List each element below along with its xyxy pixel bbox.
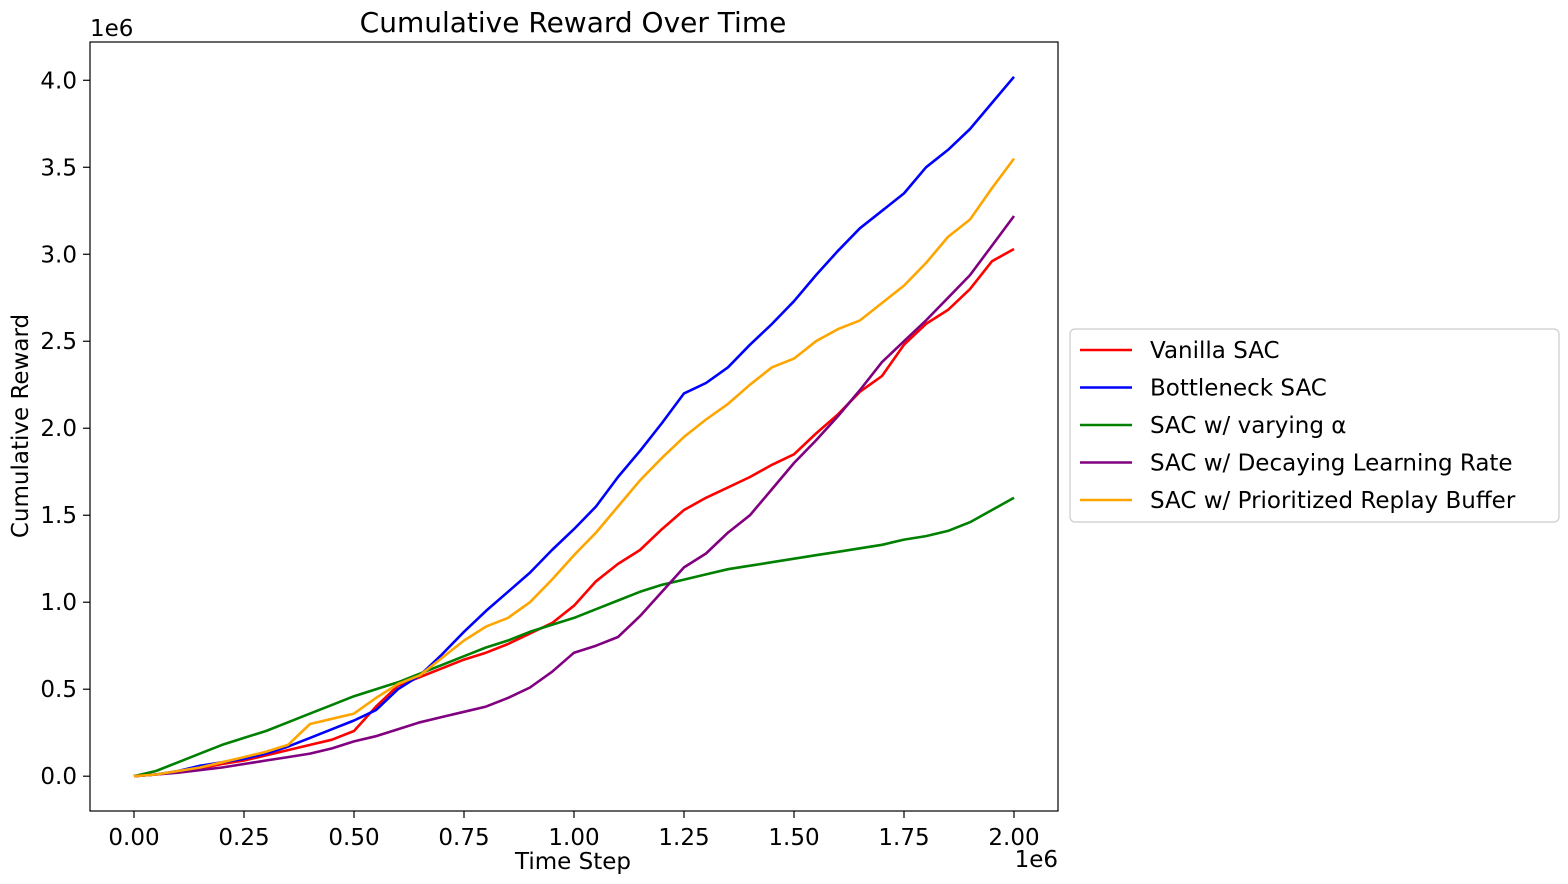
y-axis-label: Cumulative Reward	[8, 314, 34, 538]
y-tick-label: 2.5	[40, 329, 77, 355]
y-tick-label: 2.0	[40, 416, 77, 442]
x-tick-label: 1.50	[768, 825, 819, 851]
legend-label-0: Vanilla SAC	[1150, 338, 1280, 364]
legend: Vanilla SAC Bottleneck SAC SAC w/ varying …	[1069, 328, 1560, 523]
series-line-3	[133, 215, 1016, 778]
x-axis-label: Time Step	[514, 849, 631, 875]
series-line-0	[133, 247, 1015, 778]
y-tick-label: 4.0	[40, 68, 77, 94]
legend-label-1: Bottleneck SAC	[1150, 376, 1327, 402]
legend-label-3: SAC w/ Decaying Learning Rate	[1150, 451, 1513, 477]
y-tick-label: 0.0	[40, 764, 77, 790]
series-line-1	[133, 75, 1015, 778]
legend-label-4: SAC w/ Prioritized Replay Buffer	[1150, 488, 1516, 514]
y-tick-label: 3.0	[40, 242, 77, 268]
y-tick-label: 1.5	[40, 503, 77, 529]
y-offset-label: 1e6	[90, 16, 133, 42]
chart-title: Cumulative Reward Over Time	[360, 6, 787, 39]
y-tick-label: 0.5	[40, 677, 77, 703]
plot-lines	[133, 75, 1016, 778]
x-tick-label: 0.75	[438, 825, 489, 851]
axis-ticks: 0.00 0.25 0.50 0.75 1.00 1.25 1.50 1.75 2.00 0.0 0…	[40, 68, 1039, 851]
x-tick-label: 1.75	[878, 825, 929, 851]
x-tick-label: 0.50	[328, 825, 379, 851]
legend-label-2: SAC w/ varying α	[1150, 413, 1346, 439]
y-tick-label: 3.5	[40, 155, 77, 181]
plot-area-frame	[89, 41, 1059, 812]
x-tick-label: 0.00	[108, 825, 159, 851]
x-tick-label: 2.00	[988, 825, 1039, 851]
series-line-4	[133, 157, 1016, 778]
legend-box	[1069, 328, 1560, 523]
x-tick-label: 0.25	[218, 825, 269, 851]
x-tick-label: 1.25	[658, 825, 709, 851]
series-line-2	[133, 496, 1015, 778]
x-tick-label: 1.00	[548, 825, 599, 851]
x-offset-label: 1e6	[1015, 847, 1058, 873]
y-tick-label: 1.0	[40, 590, 77, 616]
